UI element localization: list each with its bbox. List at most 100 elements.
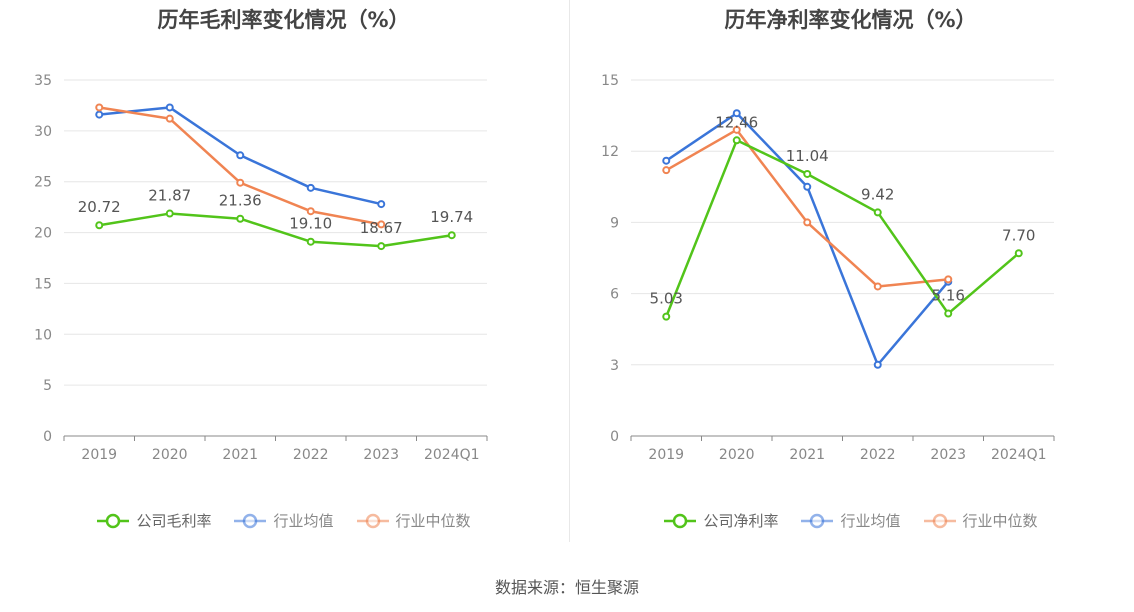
x-tick-label: 2024Q1 (424, 447, 480, 463)
legend-item[interactable]: 行业中位数 (356, 510, 471, 531)
x-tick-label: 2019 (648, 447, 684, 463)
data-label: 18.67 (360, 219, 403, 237)
data-point (873, 282, 882, 291)
data-point (662, 166, 671, 175)
legend-item[interactable]: 行业均值 (800, 510, 901, 531)
data-label: 11.04 (786, 147, 829, 165)
x-tick-label: 2022 (860, 447, 896, 463)
data-label: 5.16 (932, 287, 965, 305)
data-point (732, 109, 741, 118)
data-point (377, 200, 386, 209)
chart-title: 历年毛利率变化情况（%） (157, 8, 410, 32)
legend-swatch-marker (673, 513, 688, 528)
data-point (165, 209, 174, 218)
data-label: 21.36 (219, 192, 262, 210)
y-tick-label: 10 (34, 327, 52, 343)
legend-label: 行业均值 (273, 512, 334, 530)
data-point (662, 156, 671, 165)
data-point (95, 221, 104, 230)
data-label: 12.46 (715, 113, 758, 131)
y-tick-label: 20 (34, 226, 52, 242)
net-margin-plot: 0 3 6 9 12 15 2019 2020 2021 2022 2023 2024Q1 5.03 12… (601, 73, 1055, 463)
series-line (99, 212, 452, 248)
y-tick-label: 15 (34, 276, 52, 292)
y-tick-label: 25 (34, 175, 52, 191)
x-tick-label: 2020 (152, 447, 188, 463)
data-point (95, 110, 104, 119)
legend-swatch-marker (365, 513, 380, 528)
data-point (236, 151, 245, 160)
legend-label: 行业中位数 (395, 512, 471, 530)
data-label: 7.70 (1002, 226, 1035, 244)
data-point (377, 242, 386, 251)
y-tick-label: 3 (610, 358, 619, 374)
legend-swatch-icon (356, 513, 389, 528)
chart-title: 历年净利率变化情况（%） (724, 8, 977, 32)
legend-label: 公司毛利率 (136, 512, 212, 530)
panel-divider (569, 0, 570, 542)
data-label: 20.72 (78, 198, 121, 216)
series-line (665, 139, 1020, 318)
gross-margin-chart: 历年毛利率变化情况（%） 0 5 10 15 20 25 30 35 2019 2020 2021 2… (0, 0, 567, 560)
x-tick-label: 2024Q1 (991, 447, 1047, 463)
legend-item[interactable]: 公司毛利率 (96, 510, 211, 531)
legend-label: 公司净利率 (703, 512, 779, 530)
data-label: 5.03 (650, 290, 683, 308)
data-point (803, 182, 812, 191)
data-label: 19.10 (289, 215, 332, 233)
legend-label: 行业中位数 (962, 512, 1038, 530)
y-tick-label: 0 (43, 429, 52, 445)
y-tick-label: 35 (34, 73, 52, 89)
x-tick-label: 2022 (293, 447, 329, 463)
legend-item[interactable]: 公司净利率 (663, 510, 778, 531)
data-label: 19.74 (430, 208, 473, 226)
y-tick-label: 5 (43, 378, 52, 394)
data-point (95, 103, 104, 112)
legend-item[interactable]: 行业中位数 (923, 510, 1038, 531)
y-tick-label: 12 (601, 144, 619, 160)
x-tick-label: 2023 (363, 447, 399, 463)
data-point (662, 312, 671, 321)
legend-swatch-marker (810, 513, 825, 528)
legend-swatch-icon (923, 513, 956, 528)
data-point (803, 169, 812, 178)
y-tick-label: 9 (610, 215, 619, 231)
data-point (447, 231, 456, 240)
net-margin-chart: 历年净利率变化情况（%） 0 3 6 9 12 15 2019 2020 2021 2022 202… (567, 0, 1134, 560)
chart-legend: 公司净利率 行业均值 行业中位数 (567, 510, 1134, 531)
legend-swatch-marker (932, 513, 947, 528)
x-tick-label: 2021 (222, 447, 258, 463)
chart-legend: 公司毛利率 行业均值 行业中位数 (0, 510, 567, 531)
x-tick-label: 2023 (930, 447, 966, 463)
legend-swatch-icon (234, 513, 267, 528)
legend-label: 行业均值 (840, 512, 901, 530)
data-point (944, 275, 953, 284)
gross-margin-plot: 0 5 10 15 20 25 30 35 2019 2020 2021 2022 2023 2024Q1… (34, 73, 488, 463)
legend-swatch-marker (106, 513, 121, 528)
data-point (165, 114, 174, 123)
data-point (377, 220, 386, 229)
data-label: 9.42 (861, 185, 894, 203)
legend-swatch-icon (97, 513, 130, 528)
data-point (306, 207, 315, 216)
y-tick-label: 30 (34, 124, 52, 140)
legend-swatch-icon (801, 513, 834, 528)
x-tick-label: 2020 (719, 447, 755, 463)
data-point (873, 360, 882, 369)
data-point (944, 309, 953, 318)
y-tick-label: 15 (601, 73, 619, 89)
data-point (803, 218, 812, 227)
x-tick-label: 2021 (789, 447, 825, 463)
y-tick-label: 6 (610, 287, 619, 303)
legend-item[interactable]: 行业均值 (233, 510, 334, 531)
legend-swatch-icon (664, 513, 697, 528)
data-label: 21.87 (148, 187, 191, 205)
data-point (1014, 249, 1023, 258)
data-point (165, 103, 174, 112)
data-point (306, 183, 315, 192)
data-point (732, 125, 741, 134)
data-source-footer: 数据来源：恒生聚源 (494, 578, 639, 597)
data-point (236, 214, 245, 223)
data-point (873, 208, 882, 217)
x-tick-label: 2019 (81, 447, 117, 463)
